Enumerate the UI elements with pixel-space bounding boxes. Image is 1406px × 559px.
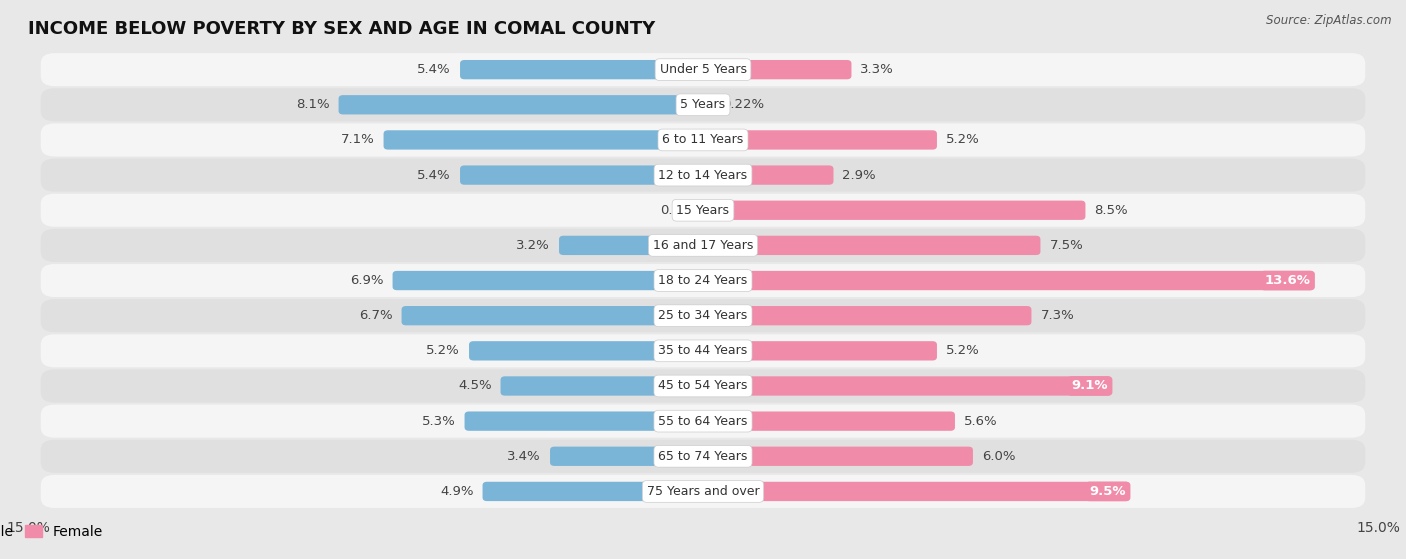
FancyBboxPatch shape [41, 334, 1365, 367]
FancyBboxPatch shape [703, 306, 1032, 325]
FancyBboxPatch shape [41, 124, 1365, 157]
Text: 8.1%: 8.1% [295, 98, 329, 111]
FancyBboxPatch shape [41, 159, 1365, 192]
Text: 16 and 17 Years: 16 and 17 Years [652, 239, 754, 252]
FancyBboxPatch shape [41, 229, 1365, 262]
FancyBboxPatch shape [703, 411, 955, 431]
Text: 5.4%: 5.4% [418, 169, 451, 182]
FancyBboxPatch shape [703, 95, 713, 115]
Text: 7.3%: 7.3% [1040, 309, 1074, 322]
FancyBboxPatch shape [560, 236, 703, 255]
Text: 35 to 44 Years: 35 to 44 Years [658, 344, 748, 357]
FancyBboxPatch shape [41, 88, 1365, 121]
Text: 7.1%: 7.1% [340, 134, 374, 146]
Text: 0.22%: 0.22% [721, 98, 763, 111]
FancyBboxPatch shape [460, 60, 703, 79]
FancyBboxPatch shape [470, 341, 703, 361]
Text: INCOME BELOW POVERTY BY SEX AND AGE IN COMAL COUNTY: INCOME BELOW POVERTY BY SEX AND AGE IN C… [28, 20, 655, 37]
Text: 3.2%: 3.2% [516, 239, 550, 252]
FancyBboxPatch shape [703, 60, 852, 79]
FancyBboxPatch shape [464, 411, 703, 431]
Text: 6.7%: 6.7% [359, 309, 392, 322]
FancyBboxPatch shape [41, 475, 1365, 508]
Text: 4.9%: 4.9% [440, 485, 474, 498]
FancyBboxPatch shape [703, 447, 973, 466]
Text: Source: ZipAtlas.com: Source: ZipAtlas.com [1267, 14, 1392, 27]
Text: 55 to 64 Years: 55 to 64 Years [658, 415, 748, 428]
Text: 13.6%: 13.6% [1264, 274, 1310, 287]
FancyBboxPatch shape [460, 165, 703, 185]
Text: 12 to 14 Years: 12 to 14 Years [658, 169, 748, 182]
Text: 5.2%: 5.2% [946, 134, 980, 146]
Text: 3.4%: 3.4% [508, 450, 541, 463]
FancyBboxPatch shape [41, 440, 1365, 473]
Text: 4.5%: 4.5% [458, 380, 492, 392]
Text: 6.9%: 6.9% [350, 274, 384, 287]
Text: 2.9%: 2.9% [842, 169, 876, 182]
FancyBboxPatch shape [703, 341, 936, 361]
FancyBboxPatch shape [41, 53, 1365, 86]
Text: 5.6%: 5.6% [965, 415, 998, 428]
Text: 6 to 11 Years: 6 to 11 Years [662, 134, 744, 146]
FancyBboxPatch shape [703, 236, 1040, 255]
FancyBboxPatch shape [550, 447, 703, 466]
FancyBboxPatch shape [41, 369, 1365, 402]
FancyBboxPatch shape [703, 271, 1315, 290]
FancyBboxPatch shape [703, 130, 936, 150]
Text: 5.4%: 5.4% [418, 63, 451, 76]
FancyBboxPatch shape [703, 376, 1112, 396]
Text: 5.3%: 5.3% [422, 415, 456, 428]
FancyBboxPatch shape [384, 130, 703, 150]
Text: 9.1%: 9.1% [1071, 380, 1108, 392]
FancyBboxPatch shape [41, 194, 1365, 227]
FancyBboxPatch shape [501, 376, 703, 396]
Text: 25 to 34 Years: 25 to 34 Years [658, 309, 748, 322]
Text: 7.5%: 7.5% [1049, 239, 1083, 252]
FancyBboxPatch shape [402, 306, 703, 325]
FancyBboxPatch shape [703, 165, 834, 185]
FancyBboxPatch shape [41, 299, 1365, 332]
Text: 5.2%: 5.2% [946, 344, 980, 357]
Text: 5.2%: 5.2% [426, 344, 460, 357]
FancyBboxPatch shape [41, 264, 1365, 297]
FancyBboxPatch shape [703, 482, 1130, 501]
Text: 5 Years: 5 Years [681, 98, 725, 111]
FancyBboxPatch shape [392, 271, 703, 290]
Text: 65 to 74 Years: 65 to 74 Years [658, 450, 748, 463]
FancyBboxPatch shape [703, 201, 1085, 220]
FancyBboxPatch shape [41, 405, 1365, 438]
Text: 6.0%: 6.0% [981, 450, 1015, 463]
Text: 9.5%: 9.5% [1090, 485, 1126, 498]
Text: 3.3%: 3.3% [860, 63, 894, 76]
Text: 15 Years: 15 Years [676, 203, 730, 217]
Text: 8.5%: 8.5% [1094, 203, 1128, 217]
Legend: Male, Female: Male, Female [0, 519, 108, 544]
Text: Under 5 Years: Under 5 Years [659, 63, 747, 76]
FancyBboxPatch shape [339, 95, 703, 115]
FancyBboxPatch shape [482, 482, 703, 501]
Text: 18 to 24 Years: 18 to 24 Years [658, 274, 748, 287]
Text: 75 Years and over: 75 Years and over [647, 485, 759, 498]
Text: 45 to 54 Years: 45 to 54 Years [658, 380, 748, 392]
Text: 0.0%: 0.0% [661, 203, 695, 217]
